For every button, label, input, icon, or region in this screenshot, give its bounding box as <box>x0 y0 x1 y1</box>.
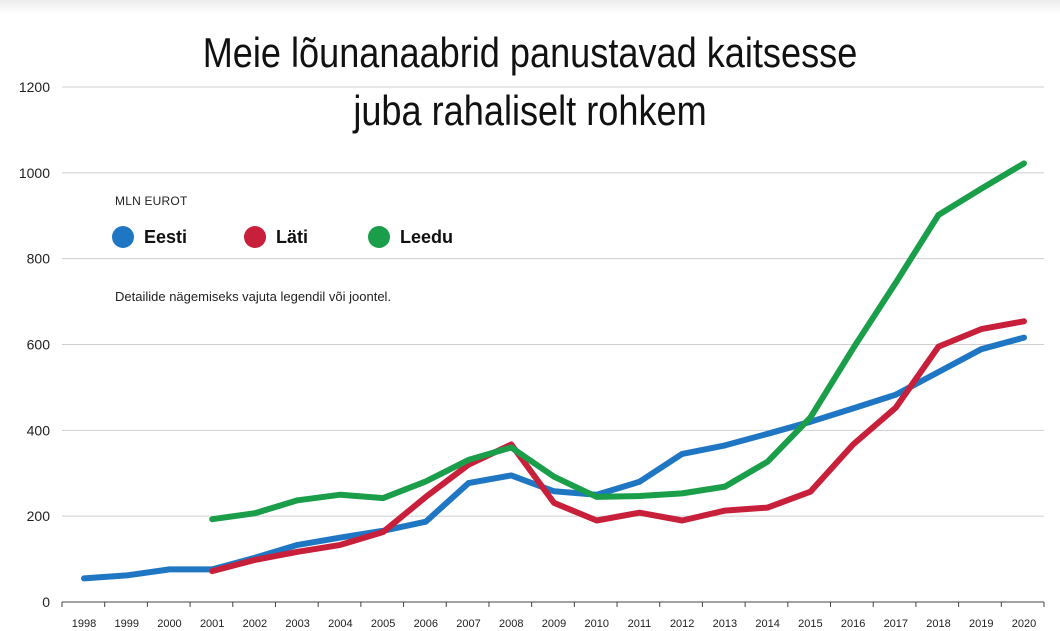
x-tick-label: 2014 <box>755 618 779 630</box>
top-shade <box>0 0 1060 14</box>
x-tick-label: 2010 <box>584 618 608 630</box>
x-tick-label: 2008 <box>499 618 523 630</box>
x-tick-label: 2009 <box>542 618 566 630</box>
unit-label: MLN EUROT <box>115 194 188 208</box>
y-tick-label: 800 <box>27 251 51 267</box>
y-tick-labels: 0 200 400 600 800 1000 1200 <box>19 79 50 610</box>
x-tick-label: 2015 <box>798 618 822 630</box>
x-tick-labels: 1998 1999 2000 2001 2002 2003 2004 2005 2006 2007… <box>72 618 1036 630</box>
y-tick-label: 200 <box>27 508 51 524</box>
x-tick-label: 2017 <box>884 618 908 630</box>
legend-dot-leedu <box>368 226 390 248</box>
x-tick-label: 1999 <box>114 618 138 630</box>
x-tick-label: 2003 <box>285 618 309 630</box>
x-tick-label: 2013 <box>713 618 737 630</box>
series-line-leedu[interactable] <box>209 160 1027 523</box>
y-tick-label: 0 <box>42 594 50 610</box>
x-tick-label: 2001 <box>200 618 224 630</box>
x-tick-label: 2006 <box>414 618 438 630</box>
legend-label-eesti: Eesti <box>144 226 188 247</box>
x-tick-label: 2016 <box>841 618 865 630</box>
chart-title: Meie lõunanaabrid panustavad kaitsesse j… <box>74 24 986 140</box>
y-tick-label: 1200 <box>19 79 50 95</box>
y-tick-label: 600 <box>27 337 51 353</box>
y-tick-label: 400 <box>27 422 51 438</box>
series-line-läti[interactable] <box>209 318 1027 575</box>
x-tick-label: 2004 <box>328 618 352 630</box>
x-tick-label: 2019 <box>969 618 993 630</box>
x-tick-label: 2011 <box>628 618 652 630</box>
legend-item-lati[interactable]: Läti <box>244 226 308 248</box>
x-tick-label: 2020 <box>1012 618 1036 630</box>
legend-item-leedu[interactable]: Leedu <box>368 226 453 248</box>
grid-lines <box>61 86 1045 607</box>
chart-title-line-1: Meie lõunanaabrid panustavad kaitsesse <box>202 29 858 76</box>
series-line-eesti[interactable] <box>81 334 1027 582</box>
legend-item-eesti[interactable]: Eesti <box>112 226 187 248</box>
interaction-hint: Detailide nägemiseks vajuta legendil või… <box>115 289 392 304</box>
legend-dot-lati <box>244 226 266 248</box>
series-lines <box>81 160 1027 582</box>
legend-dot-eesti <box>112 226 134 248</box>
x-tick-label: 1998 <box>72 618 96 630</box>
x-tick-label: 2005 <box>371 618 395 630</box>
legend-label-leedu: Leedu <box>400 226 454 247</box>
x-tick-label: 2000 <box>157 618 181 630</box>
x-tick-label: 2007 <box>456 618 480 630</box>
x-tick-label: 2012 <box>670 618 694 630</box>
y-tick-label: 1000 <box>19 165 50 181</box>
legend-label-lati: Läti <box>276 226 309 247</box>
chart-title-line-2: juba rahaliselt rohkem <box>353 87 707 134</box>
x-tick-label: 2002 <box>243 618 267 630</box>
x-tick-label: 2018 <box>926 618 950 630</box>
